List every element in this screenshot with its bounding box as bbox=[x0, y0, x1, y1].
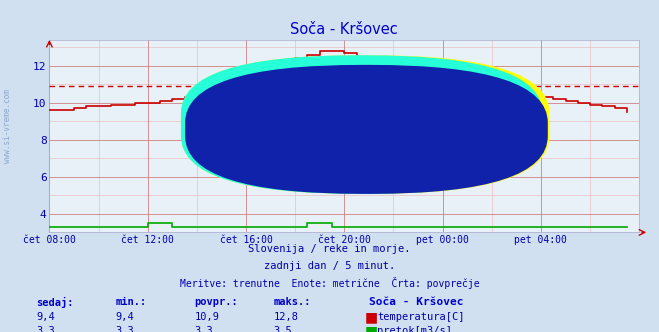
Text: temperatura[C]: temperatura[C] bbox=[377, 312, 465, 322]
Text: 3,3: 3,3 bbox=[115, 326, 134, 332]
Text: www.si-vreme.com: www.si-vreme.com bbox=[196, 126, 493, 154]
Text: ■: ■ bbox=[364, 324, 378, 332]
FancyBboxPatch shape bbox=[181, 55, 550, 194]
Text: sedaj:: sedaj: bbox=[36, 297, 74, 308]
Text: 10,9: 10,9 bbox=[194, 312, 219, 322]
Text: 3,3: 3,3 bbox=[194, 326, 213, 332]
Text: www.si-vreme.com: www.si-vreme.com bbox=[3, 89, 13, 163]
Text: Meritve: trenutne  Enote: metrične  Črta: povprečje: Meritve: trenutne Enote: metrične Črta: … bbox=[180, 277, 479, 289]
Text: 3,5: 3,5 bbox=[273, 326, 292, 332]
Text: maks.:: maks.: bbox=[273, 297, 311, 307]
FancyBboxPatch shape bbox=[185, 65, 548, 194]
FancyBboxPatch shape bbox=[181, 55, 542, 194]
Text: zadnji dan / 5 minut.: zadnji dan / 5 minut. bbox=[264, 261, 395, 271]
Text: 3,3: 3,3 bbox=[36, 326, 55, 332]
Text: 12,8: 12,8 bbox=[273, 312, 299, 322]
Text: pretok[m3/s]: pretok[m3/s] bbox=[377, 326, 452, 332]
Text: Slovenija / reke in morje.: Slovenija / reke in morje. bbox=[248, 244, 411, 254]
Text: povpr.:: povpr.: bbox=[194, 297, 238, 307]
Text: 9,4: 9,4 bbox=[115, 312, 134, 322]
Title: Soča - Kršovec: Soča - Kršovec bbox=[291, 22, 398, 37]
Text: min.:: min.: bbox=[115, 297, 146, 307]
Text: Soča - Kršovec: Soča - Kršovec bbox=[369, 297, 463, 307]
Text: ■: ■ bbox=[364, 310, 378, 324]
Text: 9,4: 9,4 bbox=[36, 312, 55, 322]
